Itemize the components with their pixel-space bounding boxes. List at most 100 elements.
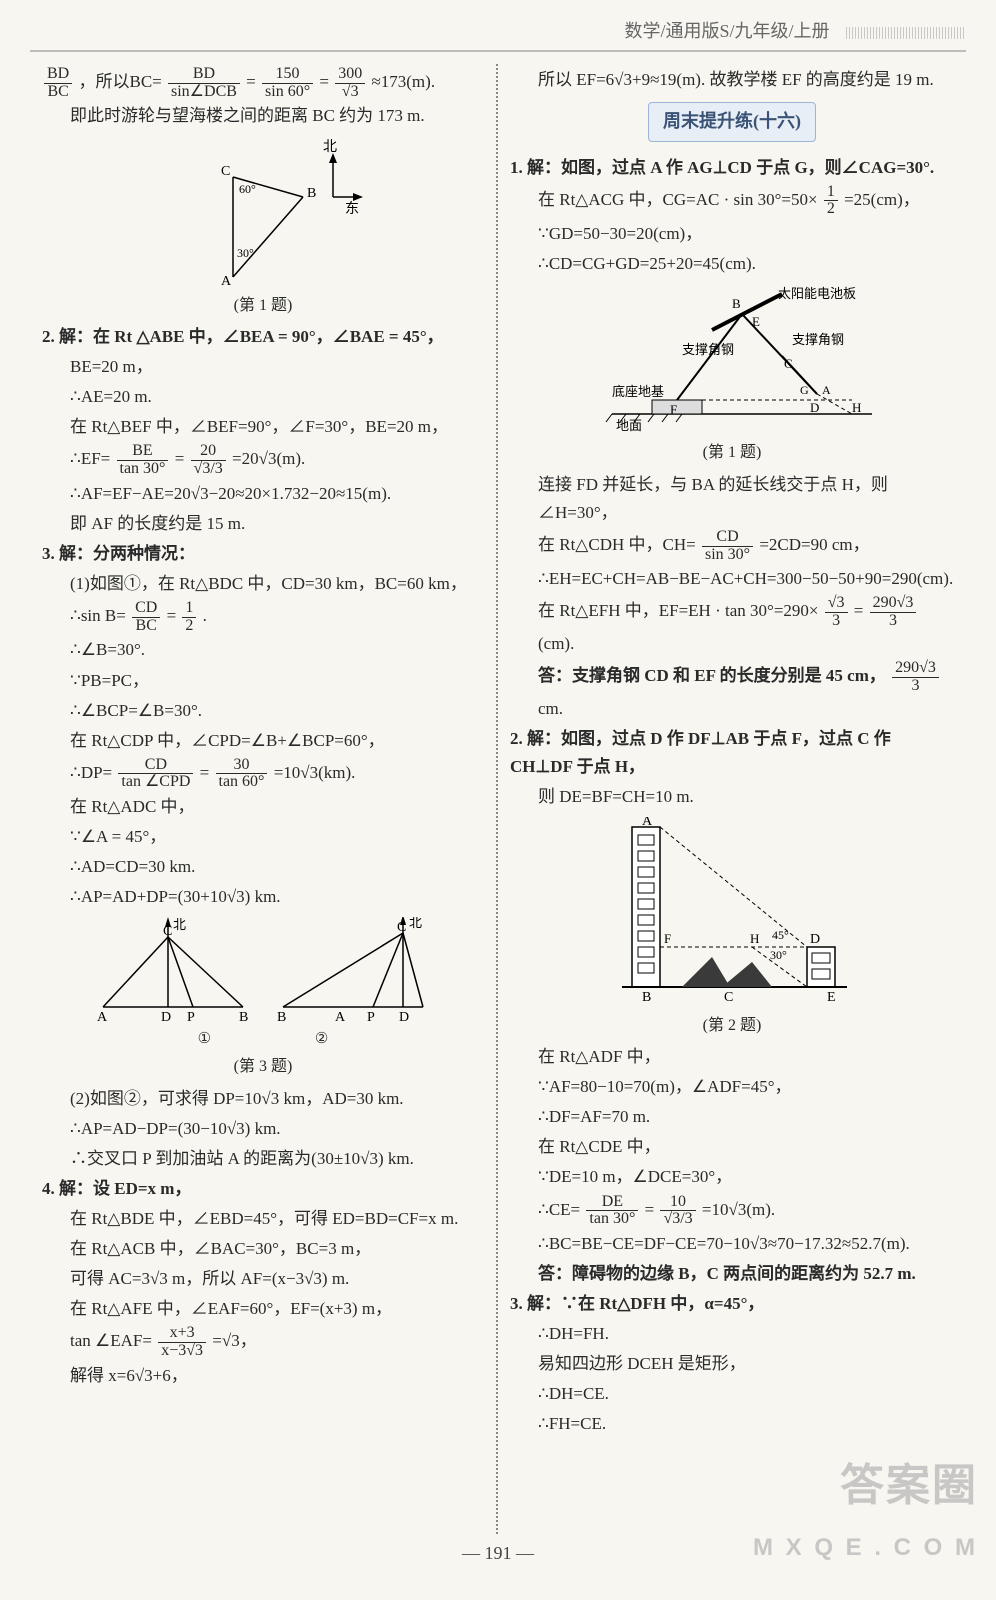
- svg-text:A: A: [221, 274, 232, 287]
- svg-text:C: C: [724, 990, 733, 1005]
- svg-text:B: B: [307, 186, 316, 201]
- q3-i: 在 Rt△ADC 中，: [42, 793, 484, 821]
- svg-text:G: G: [800, 383, 809, 397]
- page-header: 数学/通用版S/九年级/上册: [30, 18, 966, 52]
- q3-header: 3. 解：分两种情况：: [42, 540, 484, 568]
- svg-text:E: E: [752, 314, 760, 329]
- svg-text:H: H: [852, 400, 861, 415]
- q3-n: ∴AP=AD−DP=(30−10√3) km.: [42, 1115, 484, 1143]
- svg-text:北: 北: [323, 139, 337, 155]
- svg-text:A: A: [335, 1010, 346, 1025]
- r3-c: 易知四边形 DCEH 是矩形，: [510, 1350, 954, 1378]
- svg-text:30°: 30°: [237, 246, 254, 260]
- svg-text:北: 北: [173, 917, 186, 932]
- svg-text:A: A: [642, 817, 653, 829]
- r3-e: ∴FH=CE.: [510, 1410, 954, 1438]
- q3-h: ∴DP= CDtan ∠CPD = 30tan 60° =10√3(km).: [42, 757, 484, 792]
- r2-j: 答：障碍物的边缘 B，C 两点间的距离约为 52.7 m.: [510, 1260, 954, 1288]
- q3-g: 在 Rt△CDP 中，∠CPD=∠B+∠BCP=60°，: [42, 727, 484, 755]
- r1-b: 在 Rt△ACG 中，CG=AC · sin 30°=50× 12 =25(cm…: [510, 184, 954, 219]
- figR1-label: (第 1 题): [510, 440, 954, 466]
- r1-g: ∴EH=EC+CH=AB−BE−AC+CH=300−50−50+90=290(c…: [510, 565, 954, 593]
- r2-e: ∴DF=AF=70 m.: [510, 1103, 954, 1131]
- right-column: 所以 EF=6√3+9≈19(m). 故教学楼 EF 的高度约是 19 m. 周…: [498, 64, 966, 1534]
- header-subject: 数学/通用版S/九年级/上册: [624, 21, 829, 41]
- r0: 所以 EF=6√3+9≈19(m). 故教学楼 EF 的高度约是 19 m.: [510, 66, 954, 94]
- q4-f: tan ∠EAF= x+3x−3√3 =√3，: [42, 1325, 484, 1360]
- q4-g: 解得 x=6√3+6，: [42, 1362, 484, 1390]
- figure-right-2: A B C E D F H 45° 30°: [510, 817, 954, 1007]
- svg-text:B: B: [732, 296, 741, 311]
- left-line-2: 即此时游轮与望海楼之间的距离 BC 约为 173 m.: [42, 102, 484, 130]
- r2-g: ∵DE=10 m，∠DCE=30°，: [510, 1163, 954, 1191]
- q4-c: 在 Rt△ACB 中，∠BAC=30°，BC=3 m，: [42, 1235, 484, 1263]
- svg-text:C: C: [221, 164, 230, 179]
- svg-text:A: A: [97, 1010, 108, 1025]
- r1-a: 1. 解：如图，过点 A 作 AG⊥CD 于点 G，则∠CAG=30°.: [510, 154, 954, 182]
- q2-f: ∴AF=EF−AE=20√3−20≈20×1.732−20≈15(m).: [42, 480, 484, 508]
- r2-a: 2. 解：如图，过点 D 作 DF⊥AB 于点 F，过点 C 作 CH⊥DF 于…: [510, 725, 954, 781]
- section-badge: 周末提升练(十六): [510, 102, 954, 142]
- svg-text:B: B: [642, 990, 651, 1005]
- svg-text:H: H: [750, 931, 759, 946]
- q3-m: (2)如图②，可求得 DP=10√3 km，AD=30 km.: [42, 1085, 484, 1113]
- q4-header: 4. 解：设 ED=x m，: [42, 1175, 484, 1203]
- figure-right-1: 太阳能电池板 支撑角钢 支撑角钢 底座地基 地面 B E C F D G A H: [510, 284, 954, 434]
- q2-b: BE=20 m，: [42, 353, 484, 381]
- q2-g: 即 AF 的长度约是 15 m.: [42, 510, 484, 538]
- r1-f: 在 Rt△CDH 中，CH= CDsin 30° =2CD=90 cm，: [510, 529, 954, 564]
- q3-e: ∵PB=PC，: [42, 667, 484, 695]
- svg-text:P: P: [367, 1010, 375, 1025]
- svg-text:D: D: [810, 932, 820, 947]
- r2-i: ∴BC=BE−CE=DF−CE=70−10√3≈70−17.32≈52.7(m)…: [510, 1230, 954, 1258]
- q2-c: ∴AE=20 m.: [42, 383, 484, 411]
- section-title: 周末提升练(十六): [648, 102, 816, 142]
- r3-b: ∴DH=FH.: [510, 1320, 954, 1348]
- q3-l: ∴AP=AD+DP=(30+10√3) km.: [42, 883, 484, 911]
- figure-left-1: 北 东 A C B 60° 30°: [42, 137, 484, 287]
- q2-header: 2. 解：在 Rt △ABE 中，∠BEA = 90°，∠BAE = 45°，: [42, 323, 484, 351]
- q2-e: ∴EF= BEtan 30° = 20√3/3 =20√3(m).: [42, 443, 484, 478]
- q3-k: ∴AD=CD=30 km.: [42, 853, 484, 881]
- q4-d: 可得 AC=3√3 m，所以 AF=(x−3√3) m.: [42, 1265, 484, 1293]
- svg-text:60°: 60°: [239, 182, 256, 196]
- svg-text:北: 北: [409, 917, 422, 930]
- svg-text:C: C: [397, 920, 406, 935]
- figure-left-3: 北 A D P B C: [42, 917, 484, 1027]
- svg-text:支撑角钢: 支撑角钢: [792, 332, 844, 347]
- q3-f: ∴∠BCP=∠B=30°.: [42, 697, 484, 725]
- svg-text:底座地基: 底座地基: [612, 384, 664, 399]
- r2-f: 在 Rt△CDE 中，: [510, 1133, 954, 1161]
- svg-text:P: P: [187, 1010, 195, 1025]
- svg-text:地面: 地面: [616, 418, 642, 433]
- r2-h: ∴CE= DEtan 30° = 10√3/3 =10√3(m).: [510, 1194, 954, 1229]
- two-column-layout: BDBC ，所以BC= BDsin∠DCB = 150sin 60° = 300…: [30, 64, 966, 1534]
- r3-a: 3. 解：∵在 Rt△DFH 中，α=45°，: [510, 1290, 954, 1318]
- q3-d: ∴∠B=30°.: [42, 636, 484, 664]
- q4-b: 在 Rt△BDE 中，∠EBD=45°，可得 ED=BD=CF=x m.: [42, 1205, 484, 1233]
- svg-text:B: B: [239, 1010, 248, 1025]
- q3-o: ∴交叉口 P 到加油站 A 的距离为(30±10√3) km.: [42, 1145, 484, 1173]
- r1-h: 在 Rt△EFH 中，EF=EH · tan 30°=290× √33 = 29…: [510, 595, 954, 658]
- left-column: BDBC ，所以BC= BDsin∠DCB = 150sin 60° = 300…: [30, 64, 498, 1534]
- r1-c: ∵GD=50−30=20(cm)，: [510, 220, 954, 248]
- r1-e: 连接 FD 并延长，与 BA 的延长线交于点 H，则∠H=30°，: [510, 471, 954, 527]
- r1-d: ∴CD=CG+GD=25+20=45(cm).: [510, 250, 954, 278]
- svg-text:A: A: [822, 383, 831, 397]
- q2-d: 在 Rt△BEF 中，∠BEF=90°，∠F=30°，BE=20 m，: [42, 413, 484, 441]
- r2-b: 则 DE=BF=CH=10 m.: [510, 783, 954, 811]
- svg-text:F: F: [664, 931, 671, 946]
- page-number: — 191 —: [30, 1540, 966, 1568]
- svg-text:C: C: [784, 356, 793, 371]
- figR2-label: (第 2 题): [510, 1013, 954, 1039]
- svg-text:太阳能电池板: 太阳能电池板: [778, 286, 856, 301]
- svg-text:D: D: [399, 1010, 409, 1025]
- q3-j: ∵∠A = 45°，: [42, 823, 484, 851]
- q3-c: ∴sin B= CDBC = 12 .: [42, 600, 484, 635]
- r3-d: ∴DH=CE.: [510, 1380, 954, 1408]
- r1-i: 答：支撑角钢 CD 和 EF 的长度分别是 45 cm， 290√33 cm.: [510, 660, 954, 723]
- q4-e: 在 Rt△AFE 中，∠EAF=60°，EF=(x+3) m，: [42, 1295, 484, 1323]
- svg-text:F: F: [670, 402, 677, 417]
- q3-b: (1)如图①，在 Rt△BDC 中，CD=30 km，BC=60 km，: [42, 570, 484, 598]
- svg-text:东: 东: [345, 201, 359, 217]
